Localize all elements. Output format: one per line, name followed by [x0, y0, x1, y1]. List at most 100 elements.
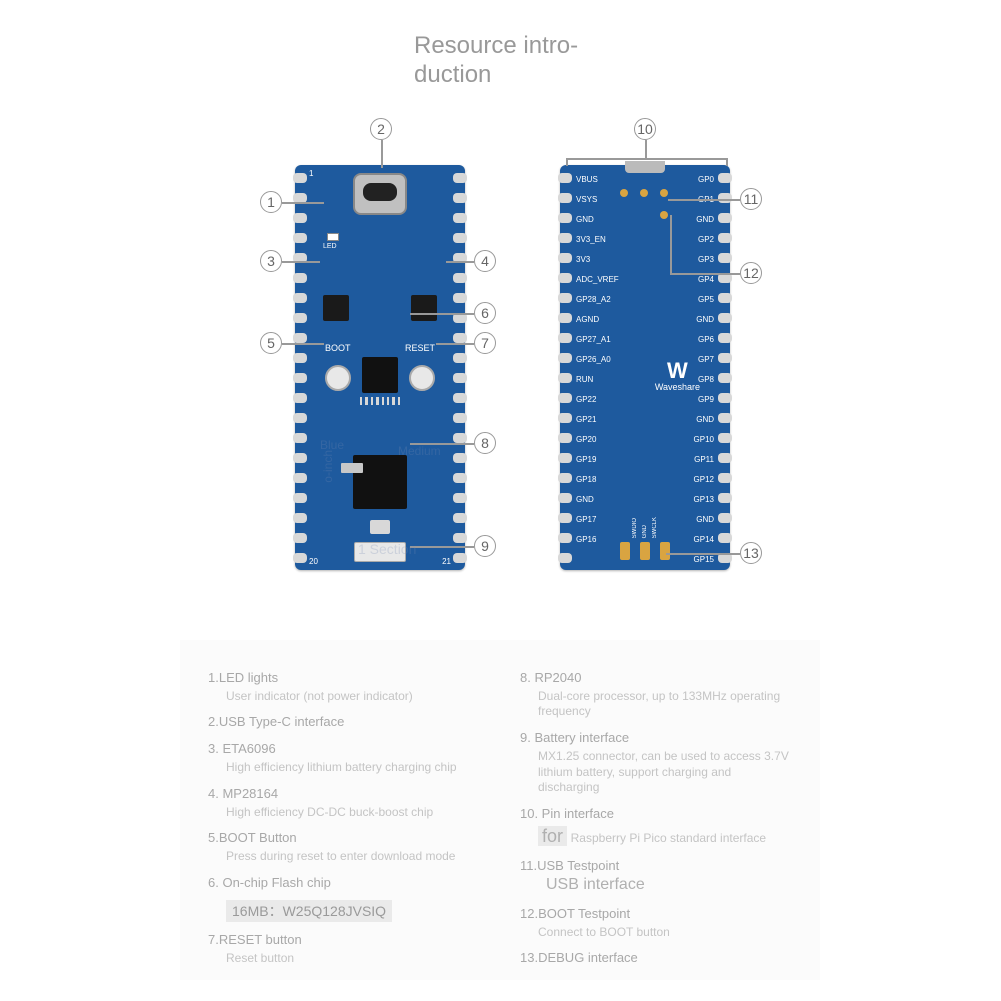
legend-item: 9. Battery interfaceMX1.25 connector, ca…	[520, 730, 792, 796]
pin-label: VSYS	[576, 195, 597, 204]
callout-4: 4	[474, 250, 496, 272]
pin-label: GP17	[576, 515, 596, 524]
lead	[446, 261, 474, 263]
legend-item: 13.DEBUG interface	[520, 950, 792, 967]
lead	[436, 343, 474, 345]
pin-label: GP27_A1	[576, 335, 611, 344]
lead	[282, 343, 324, 345]
lead	[726, 158, 728, 166]
callout-8: 8	[474, 432, 496, 454]
pin-label: GP10	[694, 435, 714, 444]
pin-label: GP14	[694, 535, 714, 544]
lead	[566, 158, 726, 160]
legend-panel: 1.LED lightsUser indicator (not power in…	[180, 640, 820, 980]
pin-label: GP15	[694, 555, 714, 564]
callout-5: 5	[260, 332, 282, 354]
pin-label: GP0	[698, 175, 714, 184]
flash-pins	[360, 397, 400, 405]
pin-label: ADC_VREF	[576, 275, 619, 284]
legend-item: 10. Pin interfacefor Raspberry Pi Pico s…	[520, 806, 792, 848]
crystal-oscillator	[370, 520, 390, 534]
legend-column-right: 8. RP2040Dual-core processor, up to 133M…	[520, 670, 792, 950]
lead	[666, 553, 740, 555]
pin-label: GP16	[576, 535, 596, 544]
pin-label: GND	[696, 215, 714, 224]
pins-left	[293, 165, 307, 570]
lead	[668, 199, 740, 201]
reset-button	[409, 365, 435, 391]
lead	[410, 313, 474, 315]
pin-label: GND	[696, 515, 714, 524]
lead	[670, 215, 672, 273]
legend-item: 11.USB TestpointUSB interface	[520, 858, 792, 896]
pins-right	[453, 165, 467, 570]
pin-label: GP28_A2	[576, 295, 611, 304]
chip-eta6096	[323, 295, 349, 321]
led-silk: LED	[323, 243, 337, 250]
pin-label: GP21	[576, 415, 596, 424]
legend-item: 6. On-chip Flash chip16MB：W25Q128JVSIQ	[208, 875, 480, 922]
debug-pads	[620, 542, 670, 560]
legend-item: 8. RP2040Dual-core processor, up to 133M…	[520, 670, 792, 720]
pin-label: GP26_A0	[576, 355, 611, 364]
pin-label: GP13	[694, 495, 714, 504]
callout-13: 13	[740, 542, 762, 564]
usb-c-connector	[353, 173, 407, 215]
brand-logo: W Waveshare	[655, 360, 700, 392]
legend-item: 1.LED lightsUser indicator (not power in…	[208, 670, 480, 704]
legend-item: 3. ETA6096High efficiency lithium batter…	[208, 741, 480, 775]
usb-testpoint	[660, 189, 668, 197]
callout-2: 2	[370, 118, 392, 140]
pin-label: GP12	[694, 475, 714, 484]
pin-label: GP8	[698, 375, 714, 384]
pins-left	[558, 165, 572, 570]
lead	[381, 140, 383, 168]
pin-label: GP2	[698, 235, 714, 244]
pin-label: 3V3_EN	[576, 235, 606, 244]
boot-button	[325, 365, 351, 391]
callout-11: 11	[740, 188, 762, 210]
legend-item: 12.BOOT TestpointConnect to BOOT button	[520, 906, 792, 940]
legend-column-left: 1.LED lightsUser indicator (not power in…	[208, 670, 480, 950]
pin-label: GP20	[576, 435, 596, 444]
legend-item: 7.RESET buttonReset button	[208, 932, 480, 966]
pins-right	[718, 165, 732, 570]
pin-label: GND	[696, 315, 714, 324]
legend-item: 2.USB Type-C interface	[208, 714, 480, 731]
pin-label: VBUS	[576, 175, 598, 184]
pin-label: GND	[576, 215, 594, 224]
boot-testpoint	[660, 211, 668, 219]
lead	[410, 443, 474, 445]
page-title: Resource intro- duction	[414, 32, 594, 90]
usb-back-port	[625, 161, 665, 173]
lead	[645, 140, 647, 160]
pin-label: GP7	[698, 355, 714, 364]
led-indicator	[327, 233, 339, 241]
callout-6: 6	[474, 302, 496, 324]
legend-item: 4. MP28164High efficiency DC-DC buck-boo…	[208, 786, 480, 820]
pin-label: GND	[576, 495, 594, 504]
board-back: W Waveshare SWDIOGNDSWCLK VBUS VSYS GND 3V3…	[560, 165, 730, 570]
diagram-area: LED BOOT RESET 20 21 1 W Waveshare SWDIO…	[250, 110, 770, 590]
flash-chip	[362, 357, 398, 393]
boot-silk: BOOT	[325, 343, 351, 353]
pin-label: GP19	[576, 455, 596, 464]
callout-9: 9	[474, 535, 496, 557]
pin-label: AGND	[576, 315, 599, 324]
lead	[282, 202, 324, 204]
callout-7: 7	[474, 332, 496, 354]
lead	[282, 261, 320, 263]
pin-label: GND	[696, 415, 714, 424]
pin-number-21: 21	[442, 557, 451, 566]
pin-number-20: 20	[309, 557, 318, 566]
pin-label: GP5	[698, 295, 714, 304]
legend-item: 5.BOOT ButtonPress during reset to enter…	[208, 830, 480, 864]
lead	[670, 273, 740, 275]
pin-label: GP22	[576, 395, 596, 404]
pin-label: GP11	[694, 455, 714, 464]
callout-1: 1	[260, 191, 282, 213]
pin-number-1: 1	[309, 169, 313, 178]
debug-silk: SWDIOGNDSWCLK	[632, 517, 658, 538]
usb-testpoint	[640, 189, 648, 197]
callout-10: 10	[634, 118, 656, 140]
